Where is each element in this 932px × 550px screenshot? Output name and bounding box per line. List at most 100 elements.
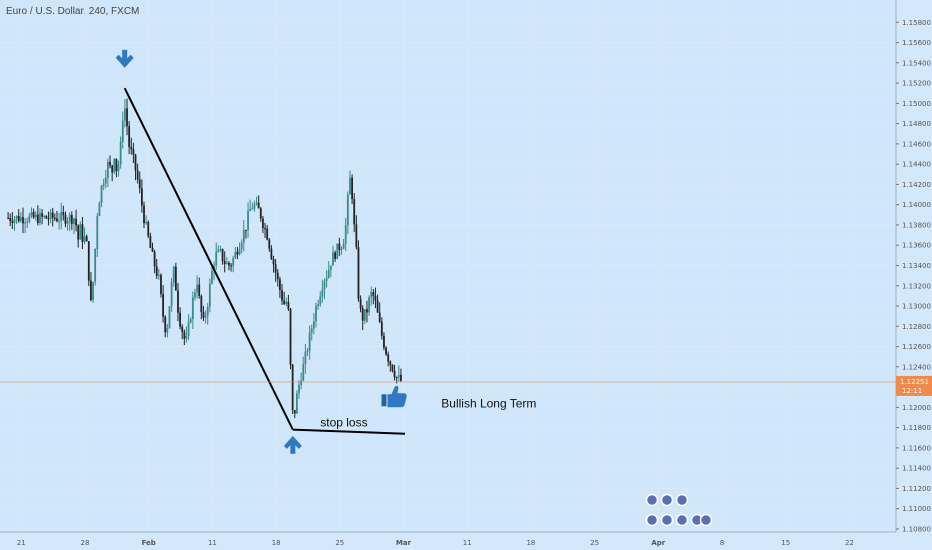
candle-body <box>236 251 239 255</box>
candle-body <box>202 312 205 318</box>
candle-body <box>185 335 188 339</box>
y-tick-label: 1.11400 <box>902 465 931 473</box>
candle-body <box>287 301 290 309</box>
candle-body <box>26 221 29 223</box>
candle-body <box>376 300 379 313</box>
x-axis-bg <box>0 532 896 550</box>
candle-body <box>255 202 258 205</box>
candle-body <box>397 375 400 378</box>
y-tick-label: 1.13600 <box>902 242 931 250</box>
candle-body <box>104 177 107 184</box>
candle-body <box>249 208 252 212</box>
candle-body <box>221 249 224 262</box>
candle-body <box>393 370 396 378</box>
candle-body <box>75 218 77 226</box>
arrow-up-shaft <box>290 442 296 454</box>
candle-body <box>153 251 156 267</box>
candle-body <box>359 298 362 309</box>
candle-body <box>349 177 351 195</box>
event-flag-icon[interactable] <box>645 493 659 507</box>
event-flag-icon[interactable] <box>645 513 659 527</box>
y-tick-label: 1.10800 <box>902 525 931 533</box>
arrow-up-head <box>283 435 302 449</box>
candle-body <box>204 316 207 318</box>
event-flag-icon[interactable] <box>699 513 713 527</box>
candle-body <box>32 211 35 218</box>
candle-body <box>87 241 90 281</box>
y-tick-label: 1.14400 <box>902 161 931 169</box>
candle-body <box>206 306 209 317</box>
x-tick-label: Mar <box>396 539 412 547</box>
candle-body <box>107 161 109 178</box>
x-tick-label: 15 <box>781 539 790 547</box>
candle-body <box>334 252 337 259</box>
candle-body <box>45 216 48 219</box>
candle-body <box>395 377 398 379</box>
y-tick-label: 1.14600 <box>902 140 931 148</box>
x-tick-label: 18 <box>526 539 535 547</box>
x-tick-label: 8 <box>720 539 724 547</box>
candle-body <box>289 308 292 365</box>
event-flag-icon[interactable] <box>660 493 674 507</box>
candle-body <box>81 224 84 242</box>
candle-body <box>147 222 150 236</box>
candle-body <box>321 289 324 297</box>
candle-body <box>327 269 330 278</box>
candle-body <box>123 108 126 121</box>
event-flag-icon[interactable] <box>675 513 689 527</box>
candle-body <box>98 203 101 217</box>
candle-body <box>353 199 356 225</box>
candle-body <box>115 158 118 172</box>
candle-body <box>223 261 226 265</box>
candle-body <box>189 319 192 323</box>
candle-body <box>259 208 262 219</box>
y-tick-label: 1.13400 <box>902 262 931 270</box>
x-tick-label: Feb <box>142 539 156 547</box>
y-tick-label: 1.15400 <box>902 59 931 67</box>
candle-body <box>9 217 12 221</box>
candle-body <box>247 211 249 231</box>
candle-body <box>196 284 198 293</box>
candle-body <box>312 321 315 329</box>
candle-body <box>164 316 167 333</box>
candle-body <box>385 347 387 355</box>
y-tick-label: 1.15600 <box>902 39 931 47</box>
arrow-down-head <box>115 54 134 68</box>
y-tick-label: 1.11800 <box>902 424 931 432</box>
candle-body <box>240 242 243 249</box>
candle-body <box>187 322 190 336</box>
event-flag-icon[interactable] <box>660 513 674 527</box>
y-tick-label: 1.11000 <box>902 505 931 513</box>
candle-body <box>380 321 383 336</box>
x-tick-label: 28 <box>81 539 90 547</box>
candle-body <box>361 308 364 321</box>
economic-events[interactable] <box>645 493 713 527</box>
y-tick-label: 1.14000 <box>902 201 931 209</box>
y-tick-label: 1.12600 <box>902 343 931 351</box>
candle-body <box>172 266 175 283</box>
candle-body <box>121 120 124 142</box>
candle-body <box>242 229 245 243</box>
candle-body <box>183 331 186 339</box>
candle-body <box>49 212 52 219</box>
candle-body <box>170 282 173 307</box>
candle-body <box>177 290 179 313</box>
candle-body <box>368 297 370 313</box>
candle-body <box>257 202 260 209</box>
bullish-long-term-label: Bullish Long Term <box>441 396 536 410</box>
candle-body <box>400 375 402 381</box>
candle-body <box>211 270 213 284</box>
event-flag-icon[interactable] <box>675 493 689 507</box>
candle-body <box>270 248 273 259</box>
candle-body <box>238 248 241 255</box>
candle-body <box>134 154 137 171</box>
x-tick-label: 11 <box>208 539 217 547</box>
x-tick-label: 18 <box>272 539 281 547</box>
candle-body <box>283 300 286 304</box>
y-tick-label: 1.12000 <box>902 404 931 412</box>
candle-body <box>344 225 347 244</box>
y-tick-label: 1.15200 <box>902 80 931 88</box>
candle-body <box>53 217 56 219</box>
candle-body <box>251 208 254 210</box>
